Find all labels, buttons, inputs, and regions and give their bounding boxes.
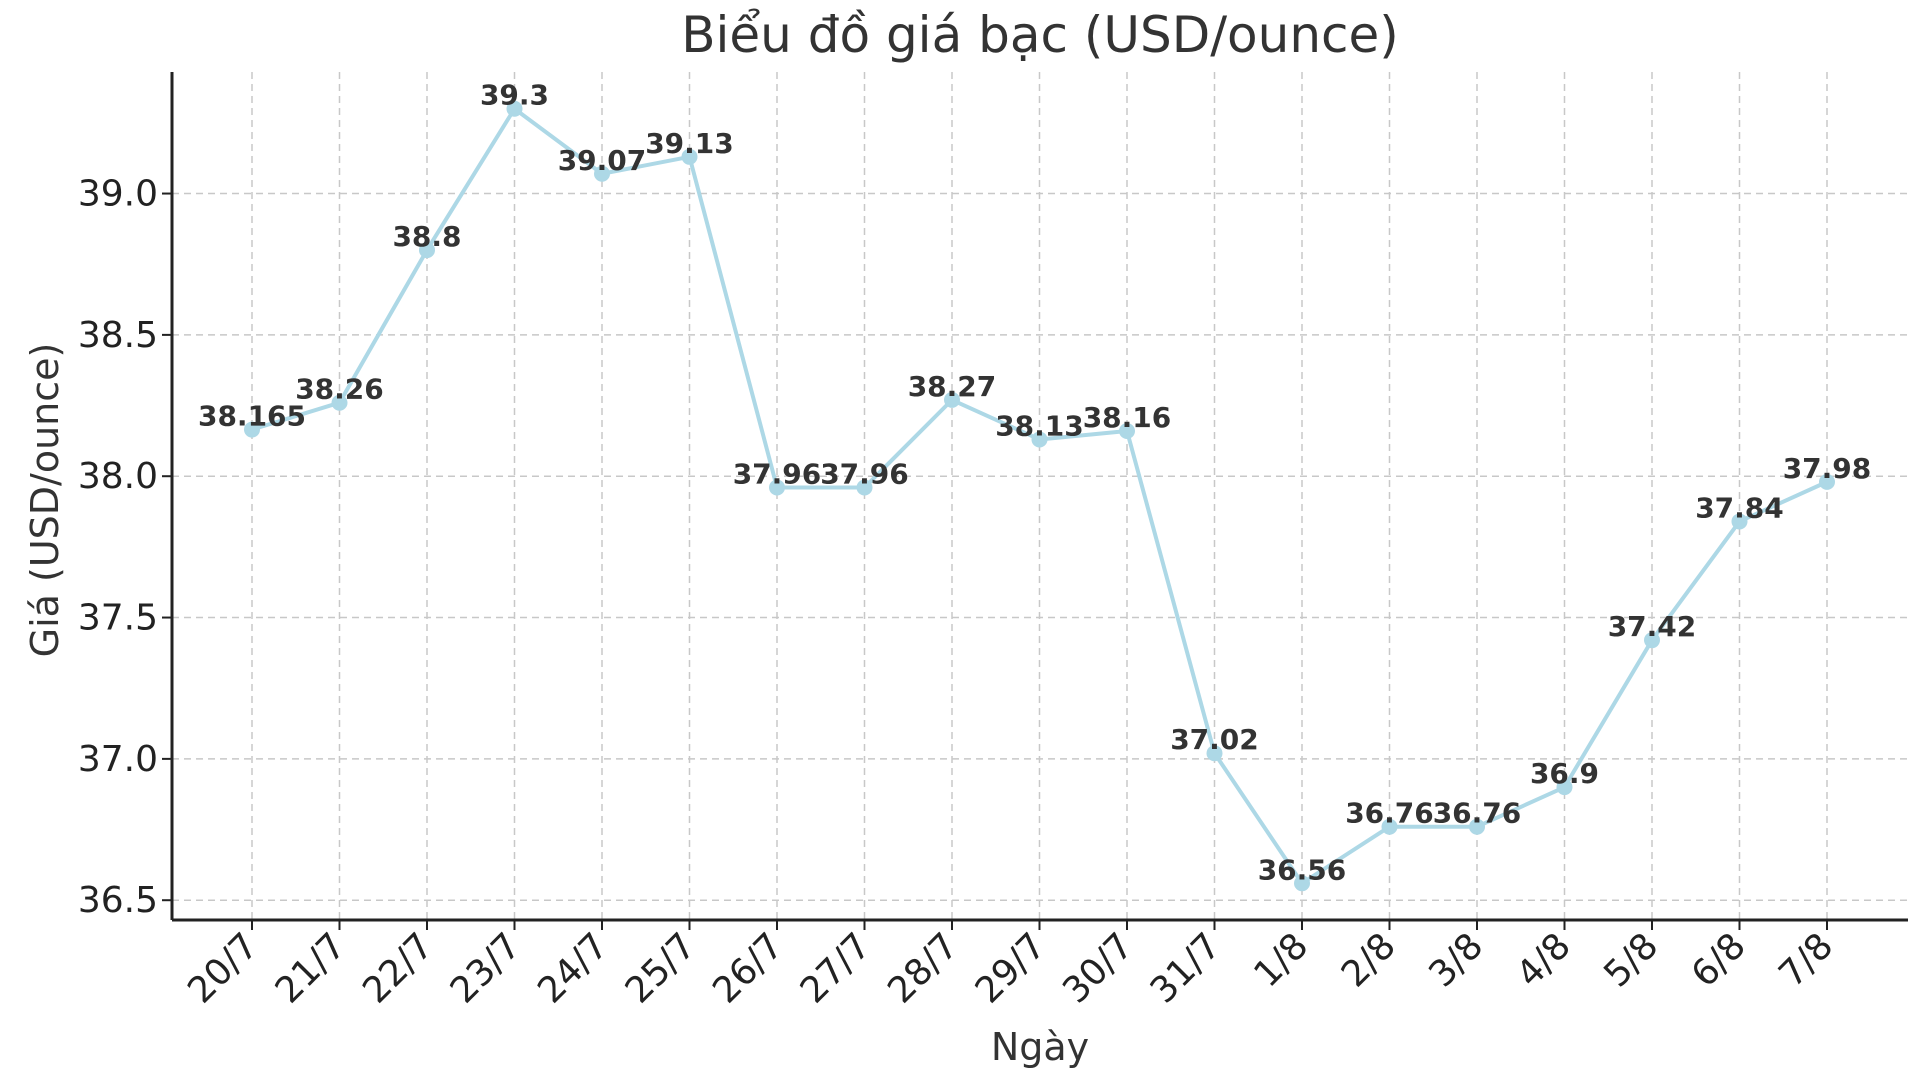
x-tick-label: 23/7 [443, 925, 529, 1011]
data-label: 36.9 [1530, 757, 1599, 790]
data-label: 37.98 [1783, 452, 1872, 485]
data-point [244, 421, 260, 438]
x-tick-label: 30/7 [1055, 925, 1141, 1011]
data-point [1381, 818, 1398, 835]
data-point [1731, 513, 1748, 530]
data-point [681, 148, 698, 165]
data-point [1294, 875, 1310, 892]
data-label: 36.76 [1345, 797, 1434, 830]
data-label: 37.96 [733, 458, 822, 491]
x-tick-label: 6/8 [1684, 925, 1754, 995]
data-point [1206, 745, 1223, 762]
y-axis-label: Giá (USD/ounce) [23, 343, 67, 658]
x-tick-label: 20/7 [180, 925, 266, 1011]
y-tick-label: 38.5 [78, 315, 158, 356]
x-tick-label: 21/7 [268, 925, 354, 1011]
y-tick-label: 38.0 [78, 456, 158, 497]
data-label: 36.56 [1258, 853, 1347, 886]
x-tick-label: 26/7 [705, 925, 791, 1011]
x-tick-label: 4/8 [1509, 925, 1579, 995]
data-label: 39.3 [480, 79, 549, 112]
data-point [856, 479, 873, 496]
data-point [1819, 473, 1835, 490]
data-label: 37.02 [1170, 723, 1259, 756]
data-point [1119, 422, 1135, 439]
data-point [1031, 431, 1048, 448]
data-point [1644, 632, 1660, 649]
x-tick-label: 5/8 [1596, 925, 1666, 995]
data-label: 39.13 [645, 127, 734, 160]
x-tick-label: 1/8 [1246, 925, 1316, 995]
grid [172, 72, 1908, 920]
data-label: 39.07 [558, 144, 647, 177]
x-tick-label: 3/8 [1421, 925, 1491, 995]
chart-title: Biểu đồ giá bạc (USD/ounce) [681, 6, 1399, 64]
data-label: 36.76 [1433, 797, 1522, 830]
x-tick-label: 24/7 [530, 925, 616, 1011]
x-tick-label: 28/7 [880, 925, 966, 1011]
y-tick-label: 36.5 [78, 880, 158, 921]
data-label: 38.8 [392, 220, 461, 253]
data-points [244, 100, 1835, 892]
data-label: 38.27 [908, 370, 997, 403]
data-label: 38.26 [295, 373, 384, 406]
data-label: 38.13 [995, 409, 1084, 442]
data-point [769, 479, 785, 496]
data-label: 37.84 [1695, 491, 1784, 524]
ticks: 36.5 37.0 37.5 38.0 38.5 39.0 20/7 21/7 22/7 23/7… [78, 174, 1842, 1012]
data-label: 38.16 [1083, 401, 1172, 434]
x-axis-label: Ngày [991, 1025, 1089, 1069]
x-tick-label: 7/8 [1771, 925, 1841, 995]
y-tick-label: 37.5 [78, 598, 158, 639]
x-tick-label: 25/7 [618, 925, 704, 1011]
x-tick-label: 22/7 [355, 925, 441, 1011]
data-label: 37.42 [1608, 610, 1697, 643]
data-point [1556, 779, 1573, 796]
data-label: 37.96 [820, 458, 909, 491]
x-tick-label: 29/7 [968, 925, 1054, 1011]
x-tick-label: 27/7 [793, 925, 879, 1011]
data-point [419, 242, 435, 259]
data-point [506, 100, 523, 117]
data-point [1469, 818, 1485, 835]
x-tick-label: 31/7 [1143, 925, 1229, 1011]
y-tick-label: 39.0 [78, 174, 158, 215]
data-point [331, 394, 348, 411]
x-tick-label: 2/8 [1334, 925, 1404, 995]
data-point [594, 165, 610, 182]
data-point [944, 391, 960, 408]
data-label: 38.165 [198, 400, 306, 433]
y-tick-label: 37.0 [78, 739, 158, 780]
